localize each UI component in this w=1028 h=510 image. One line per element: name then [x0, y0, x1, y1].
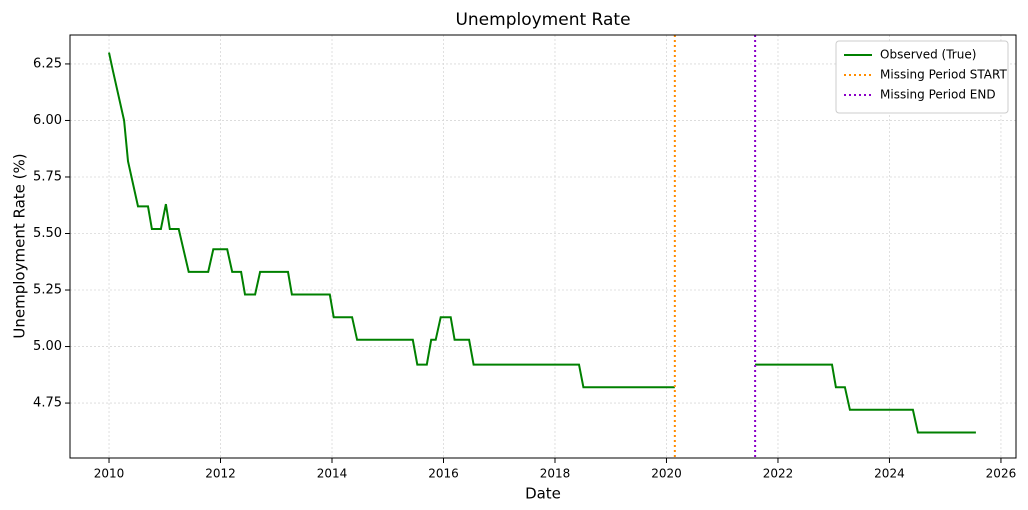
data-line [108, 52, 976, 434]
y-tick-label: 5.75 [33, 169, 62, 184]
y-tick-label: 6.00 [33, 113, 62, 128]
legend: Observed (True) Missing Period START Missi… [835, 40, 1009, 114]
x-axis-label: Date [525, 485, 561, 503]
x-tick-label: 2022 [763, 467, 794, 481]
x-tick-label: 2018 [540, 467, 571, 481]
plot-frame [69, 34, 1017, 459]
y-tick-label: 5.00 [33, 339, 62, 354]
y-tick-label: 4.75 [33, 396, 62, 411]
y-tick-label: 5.50 [33, 226, 62, 241]
chart-title: Unemployment Rate [455, 10, 630, 30]
x-tick-label: 2010 [94, 467, 125, 481]
x-tick-label: 2026 [986, 467, 1017, 481]
legend-box [835, 40, 1009, 114]
legend-label: Missing Period END [880, 88, 996, 102]
legend-label: Missing Period START [880, 68, 1007, 82]
y-axis-label: Unemployment Rate (%) [11, 153, 29, 338]
x-tick-label: 2020 [651, 467, 682, 481]
x-tick-label: 2014 [317, 467, 348, 481]
x-tick-label: 2024 [874, 467, 905, 481]
x-tick-label: 2012 [205, 467, 236, 481]
x-tick-label: 2016 [428, 467, 459, 481]
legend-label: Observed (True) [880, 48, 976, 62]
y-tick-label: 5.25 [33, 283, 62, 298]
y-tick-label: 6.25 [33, 56, 62, 71]
